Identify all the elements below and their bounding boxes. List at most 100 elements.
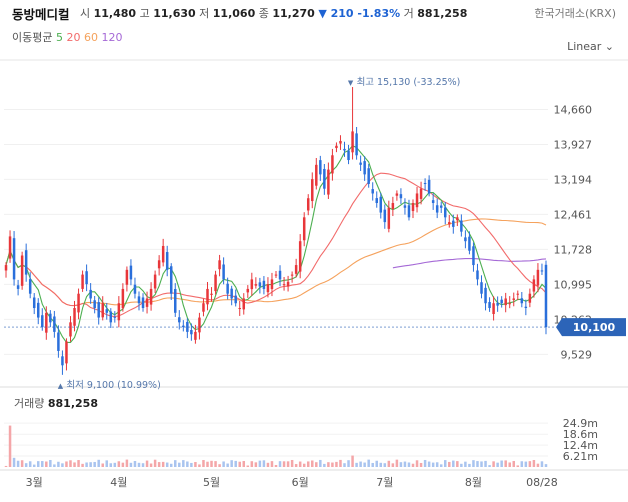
volume-panel-value: 881,258 <box>47 397 98 410</box>
volume-bar <box>371 462 374 467</box>
volume-bar <box>282 461 286 467</box>
volume-bar <box>302 463 306 467</box>
volume-bar <box>347 460 350 467</box>
volume-bar <box>230 460 233 467</box>
candle-body <box>435 205 439 213</box>
candle-body <box>41 315 44 328</box>
candle-body <box>133 284 137 294</box>
volume-bar <box>331 462 334 467</box>
low-label: 저 <box>199 7 210 20</box>
exchange-name: 한국거래소(KRX) <box>534 7 616 20</box>
candle-body <box>282 284 286 286</box>
volume-bar <box>238 461 241 467</box>
volume-bar <box>93 461 96 467</box>
low-marker-icon: ▲ <box>58 382 64 390</box>
candle-body <box>468 236 471 251</box>
scale-selector[interactable]: Linear ⌄ <box>567 40 614 53</box>
volume-bar <box>61 463 64 467</box>
scale-label: Linear <box>567 40 602 53</box>
candle-body <box>129 265 133 280</box>
volume-bar <box>480 461 483 467</box>
candle-body <box>403 205 407 208</box>
candle-body <box>339 140 342 144</box>
last-price-label: 10,100 <box>573 321 616 334</box>
quote-header: 동방메디컬 시 11,480 고 11,630 저 11,060 종 11,27… <box>0 0 628 24</box>
volume-bar <box>178 462 181 467</box>
candle-body <box>544 264 548 328</box>
volume-bar <box>226 463 229 467</box>
candle-body <box>359 162 362 165</box>
volume-bar <box>379 462 383 467</box>
candle-body <box>335 145 338 149</box>
candle-body <box>294 265 298 274</box>
volume-bar <box>24 463 28 467</box>
volume-bar <box>129 462 133 467</box>
candle-body <box>395 193 399 196</box>
volume-bar <box>468 463 471 467</box>
volume-bar <box>504 460 507 467</box>
volume-bar <box>41 461 44 467</box>
stock-name: 동방메디컬 <box>12 7 70 22</box>
candle-body <box>532 279 536 292</box>
volume-bar <box>472 460 475 467</box>
volume-bar <box>32 464 36 467</box>
volume-bar <box>456 461 459 467</box>
candle-body <box>93 300 96 309</box>
price-tick-label: 11,728 <box>554 243 593 256</box>
close-label: 종 <box>258 7 269 20</box>
volume-bar <box>77 460 80 467</box>
volume-bar <box>270 461 274 467</box>
volume-bar <box>242 460 246 467</box>
candle-body <box>165 252 169 270</box>
candle-body <box>484 287 487 304</box>
candle-body <box>476 270 479 280</box>
price-tick-label: 10,995 <box>554 278 593 291</box>
volume-bar <box>311 460 314 467</box>
candle-body <box>101 303 104 318</box>
volume-bar <box>214 461 217 467</box>
volume-bar <box>262 460 266 467</box>
candle-body <box>105 309 109 313</box>
volume-bar <box>174 460 177 467</box>
candle-body <box>186 321 189 332</box>
volume-bar <box>69 460 72 467</box>
candle-body <box>145 298 149 307</box>
candle-body <box>109 311 113 323</box>
moving-average-legend[interactable]: 이동평균 5 20 60 120 <box>12 29 122 45</box>
x-tick-label: 4월 <box>110 476 127 489</box>
candle-body <box>266 284 270 293</box>
volume-bar <box>435 462 439 467</box>
volume-bar <box>536 463 540 467</box>
candle-body <box>125 269 129 285</box>
volume-bar <box>85 462 88 467</box>
price-tick-label: 13,194 <box>554 173 593 186</box>
price-tick-label: 9,529 <box>561 348 593 361</box>
volume-bar <box>343 463 346 467</box>
candle-body <box>306 198 310 211</box>
candle-body <box>415 193 419 208</box>
candle-body <box>512 298 515 300</box>
change-value: ▼ 210 -1.83% <box>318 7 401 20</box>
candle-body <box>351 131 354 153</box>
volume-bar <box>367 459 370 467</box>
volume-bar <box>448 461 451 467</box>
candle-body <box>8 236 12 259</box>
candle-body <box>371 189 374 194</box>
volume-bar <box>298 461 302 467</box>
volume-bar <box>387 460 391 467</box>
volume-bar <box>423 459 427 467</box>
candle-body <box>343 148 346 151</box>
candle-body <box>286 281 290 287</box>
candle-body <box>137 296 141 304</box>
volume-bar <box>182 460 185 467</box>
open-label: 시 <box>80 7 91 20</box>
candle-body <box>460 220 463 232</box>
volume-bar <box>161 461 165 467</box>
candle-body <box>500 299 503 304</box>
volume-bar <box>234 460 237 467</box>
volume-tick-label: 24.9m <box>563 417 598 430</box>
candle-body <box>439 205 443 208</box>
candle-body <box>57 332 60 351</box>
volume-panel-label: 거래량 <box>14 397 45 410</box>
